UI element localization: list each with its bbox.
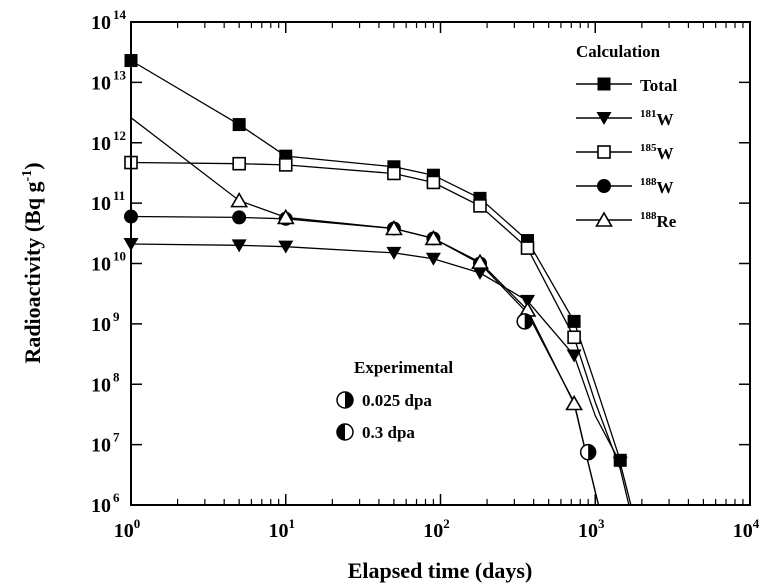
legend-entry-188re: 188Re xyxy=(576,210,677,231)
y-tick-exponent: 13 xyxy=(113,67,127,82)
legend-marker xyxy=(596,112,612,125)
series-188re xyxy=(130,117,600,506)
data-point-181w xyxy=(278,240,294,254)
data-point-185w xyxy=(232,156,246,171)
legend-calculation-title: Calculation xyxy=(576,42,661,61)
y-tick-exponent: 7 xyxy=(113,430,120,445)
x-tick-label: 100 xyxy=(114,516,141,542)
data-point-181w xyxy=(472,266,488,280)
data-point-181w xyxy=(231,239,247,253)
data-point-188re xyxy=(385,219,403,236)
legend-entry-185w: 185W xyxy=(576,142,674,163)
legend-label: 185W xyxy=(640,142,674,163)
data-point-total xyxy=(232,118,246,132)
data-point-181w xyxy=(386,246,402,260)
legend-entry-188w: 188W xyxy=(576,176,674,197)
legend-calculation: Calculation Total 181W 185W 188W 188Re xyxy=(576,42,677,231)
data-point-188w xyxy=(232,210,247,225)
legend-entry-total: Total xyxy=(576,76,677,95)
y-tick-exponent: 11 xyxy=(113,188,125,203)
data-point-185w xyxy=(278,158,293,172)
experimental-point xyxy=(516,313,533,330)
y-tick-exponent: 6 xyxy=(113,490,120,505)
plot-content xyxy=(123,54,632,506)
y-axis-label: Radioactivity (Bq g-1) xyxy=(20,162,45,363)
x-tick-label: 102 xyxy=(423,516,450,542)
series-185w xyxy=(124,155,630,506)
data-point-185w xyxy=(567,330,581,345)
legend-experimental: Experimental 0.025 dpa 0.3 dpa xyxy=(336,358,453,442)
legend-exp-entry: 0.025 dpa xyxy=(336,391,432,410)
data-point-188re xyxy=(424,229,443,246)
data-point-total xyxy=(567,314,581,328)
x-tick-label: 103 xyxy=(578,516,605,542)
legend-marker xyxy=(597,77,611,91)
legend-label: 188Re xyxy=(640,210,677,231)
y-tick-exponent: 8 xyxy=(113,369,120,384)
legend-exp-label: 0.025 dpa xyxy=(362,391,432,410)
data-point-185w xyxy=(426,175,441,190)
data-point-181w xyxy=(566,349,582,363)
x-tick-label: 101 xyxy=(269,516,296,542)
y-tick-exponent: 10 xyxy=(113,249,126,264)
data-point-185w xyxy=(473,199,487,213)
legend-exp-marker xyxy=(336,391,354,409)
y-tick-label: 10 xyxy=(91,254,111,276)
data-point-188re xyxy=(230,192,249,208)
legend-experimental-title: Experimental xyxy=(354,358,453,377)
y-tick-exponent: 9 xyxy=(113,309,120,324)
data-point-188re xyxy=(276,208,295,225)
y-tick-label: 10 xyxy=(91,495,111,517)
y-tick-label: 10 xyxy=(91,314,111,336)
legend-marker xyxy=(597,145,611,159)
y-tick-label: 10 xyxy=(91,133,111,155)
y-tick-label: 10 xyxy=(91,374,111,396)
x-axis-ticks: 100 101 102 103 104 xyxy=(114,22,760,542)
legend-label: 181W xyxy=(640,108,674,129)
experimental-point xyxy=(579,443,597,461)
series-line-185w xyxy=(130,161,630,506)
y-tick-label: 10 xyxy=(91,435,111,457)
legend-exp-marker xyxy=(336,423,354,441)
data-point-185w xyxy=(520,241,535,255)
x-tick-label: 104 xyxy=(733,516,760,542)
y-tick-label: 10 xyxy=(91,193,111,215)
series-line-188re xyxy=(130,117,600,506)
legend-label: 188W xyxy=(640,176,674,197)
data-point-188re xyxy=(471,253,489,270)
series-181w xyxy=(123,238,632,506)
legend-exp-label: 0.3 dpa xyxy=(362,423,415,442)
legend-label: Total xyxy=(640,76,677,95)
y-tick-exponent: 12 xyxy=(113,128,126,143)
legend-marker xyxy=(595,211,613,227)
legend-entry-181w: 181W xyxy=(576,108,674,129)
legend-exp-entry: 0.3 dpa xyxy=(336,423,415,442)
y-tick-label: 10 xyxy=(91,72,111,94)
data-point-181w xyxy=(425,252,441,266)
x-axis-label: Elapsed time (days) xyxy=(348,558,533,583)
data-point-188re xyxy=(565,394,583,411)
legend-marker xyxy=(597,179,611,193)
y-tick-exponent: 14 xyxy=(113,7,127,22)
y-tick-label: 10 xyxy=(91,12,111,34)
data-point-185w xyxy=(387,166,401,181)
series-line-total xyxy=(130,59,621,461)
